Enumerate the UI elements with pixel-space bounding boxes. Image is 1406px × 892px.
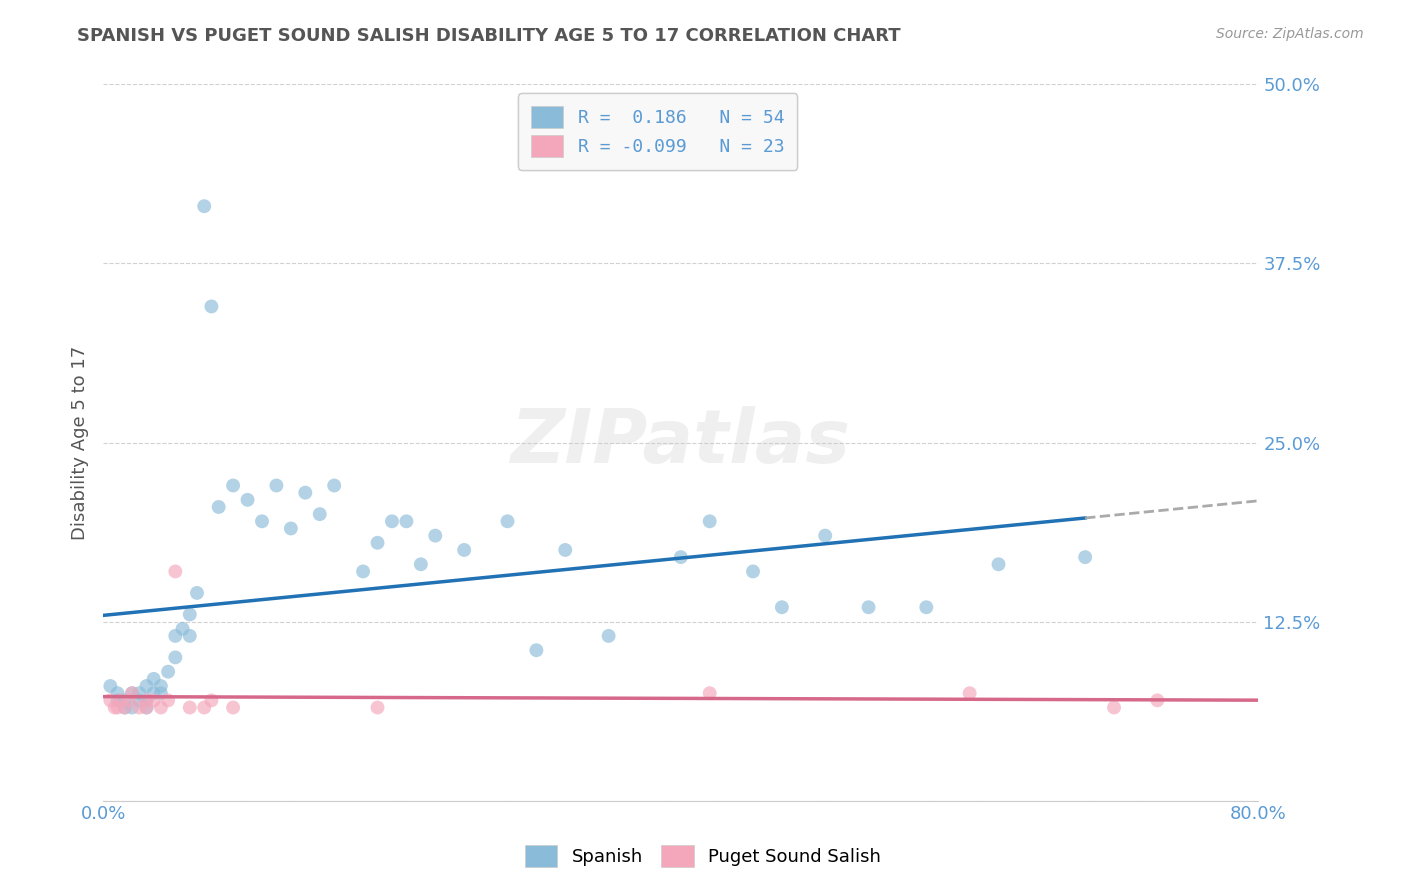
Point <box>598 629 620 643</box>
Point <box>179 607 201 622</box>
Point <box>323 478 346 492</box>
Point <box>165 650 187 665</box>
Text: Source: ZipAtlas.com: Source: ZipAtlas.com <box>1216 27 1364 41</box>
Point <box>149 700 172 714</box>
Point <box>110 693 132 707</box>
Point <box>858 600 880 615</box>
Point <box>107 686 129 700</box>
Point <box>425 528 447 542</box>
Point <box>135 679 157 693</box>
Point <box>186 586 208 600</box>
Point <box>1074 550 1097 565</box>
Point <box>395 514 418 528</box>
Point <box>135 700 157 714</box>
Point <box>193 700 215 714</box>
Point <box>1102 700 1125 714</box>
Point <box>266 478 288 492</box>
Legend: R =  0.186   N = 54, R = -0.099   N = 23: R = 0.186 N = 54, R = -0.099 N = 23 <box>519 94 797 170</box>
Point <box>135 693 157 707</box>
Point <box>193 199 215 213</box>
Point <box>98 693 121 707</box>
Point <box>200 300 222 314</box>
Point <box>554 543 576 558</box>
Point <box>200 693 222 707</box>
Point <box>742 565 765 579</box>
Text: SPANISH VS PUGET SOUND SALISH DISABILITY AGE 5 TO 17 CORRELATION CHART: SPANISH VS PUGET SOUND SALISH DISABILITY… <box>77 27 901 45</box>
Point <box>135 700 157 714</box>
Point <box>915 600 938 615</box>
Point <box>149 686 172 700</box>
Point <box>142 686 165 700</box>
Point <box>208 500 231 514</box>
Point <box>104 700 127 714</box>
Point <box>367 536 389 550</box>
Point <box>121 700 143 714</box>
Point <box>179 629 201 643</box>
Point <box>250 514 273 528</box>
Point <box>107 700 129 714</box>
Legend: Spanish, Puget Sound Salish: Spanish, Puget Sound Salish <box>517 838 889 874</box>
Point <box>814 528 837 542</box>
Point <box>367 700 389 714</box>
Point <box>121 686 143 700</box>
Point <box>987 558 1010 572</box>
Point <box>1146 693 1168 707</box>
Point <box>172 622 194 636</box>
Point <box>222 478 245 492</box>
Point <box>453 543 475 558</box>
Point <box>308 507 330 521</box>
Point <box>118 693 141 707</box>
Point <box>165 565 187 579</box>
Point <box>524 643 547 657</box>
Point <box>770 600 793 615</box>
Point <box>142 693 165 707</box>
Text: ZIPatlas: ZIPatlas <box>510 406 851 479</box>
Point <box>142 672 165 686</box>
Point <box>107 693 129 707</box>
Point <box>165 629 187 643</box>
Point <box>959 686 981 700</box>
Point <box>128 686 150 700</box>
Point <box>409 558 432 572</box>
Point <box>294 485 316 500</box>
Point <box>114 700 136 714</box>
Y-axis label: Disability Age 5 to 17: Disability Age 5 to 17 <box>72 345 89 540</box>
Point <box>149 679 172 693</box>
Point <box>135 693 157 707</box>
Point <box>128 693 150 707</box>
Point <box>121 686 143 700</box>
Point <box>114 700 136 714</box>
Point <box>699 514 721 528</box>
Point <box>381 514 404 528</box>
Point <box>179 700 201 714</box>
Point <box>236 492 259 507</box>
Point <box>128 700 150 714</box>
Point <box>669 550 692 565</box>
Point <box>157 665 180 679</box>
Point <box>98 679 121 693</box>
Point <box>222 700 245 714</box>
Point <box>280 521 302 535</box>
Point <box>496 514 519 528</box>
Point <box>114 693 136 707</box>
Point <box>157 693 180 707</box>
Point <box>699 686 721 700</box>
Point <box>352 565 374 579</box>
